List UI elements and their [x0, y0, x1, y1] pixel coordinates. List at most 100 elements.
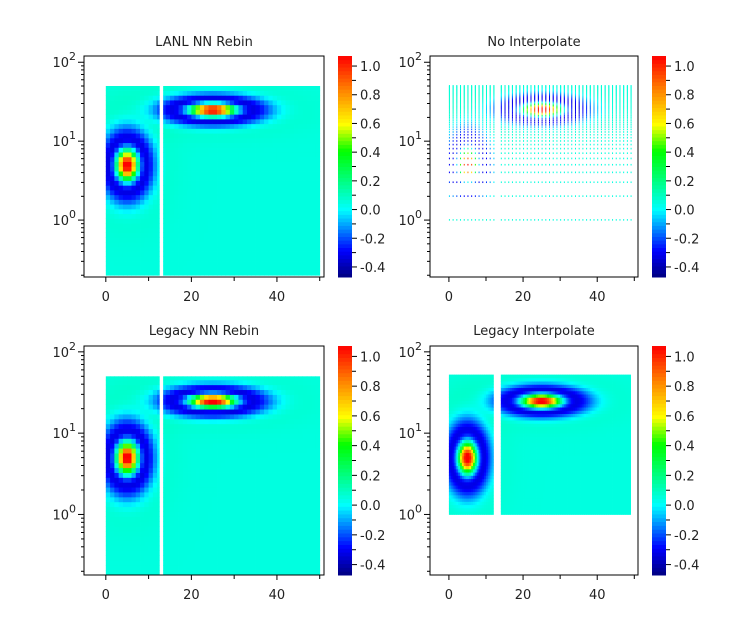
heatmap-cell — [127, 389, 132, 395]
data-point — [471, 163, 473, 166]
data-point — [615, 91, 617, 94]
heatmap-cell — [114, 467, 120, 473]
data-point — [556, 90, 558, 93]
data-point — [604, 121, 606, 124]
heatmap-cell — [289, 256, 295, 262]
heatmap-cell — [212, 251, 218, 257]
data-point — [526, 118, 528, 120]
heatmap-cell — [225, 171, 231, 177]
data-point — [515, 116, 517, 119]
data-point — [467, 100, 469, 102]
heatmap-cell — [118, 123, 124, 129]
heatmap-cell — [131, 482, 137, 488]
heatmap-cell — [144, 128, 149, 134]
data-point — [478, 181, 480, 184]
heatmap-cell — [204, 175, 209, 181]
data-point — [471, 99, 473, 101]
heatmap-cell — [178, 123, 184, 129]
data-point — [604, 96, 606, 98]
heatmap-cell — [294, 95, 299, 101]
heatmap-cell — [118, 492, 124, 498]
data-point — [508, 219, 510, 221]
heatmap-cell — [135, 114, 141, 120]
heatmap-cell — [217, 251, 222, 257]
heatmap-cell — [246, 204, 252, 210]
data-point — [460, 126, 462, 128]
colorbar-segment — [652, 159, 666, 164]
heatmap-cell — [246, 208, 252, 215]
data-point — [612, 136, 614, 139]
data-point — [582, 98, 584, 100]
data-point — [593, 126, 595, 128]
data-point — [489, 113, 491, 115]
data-point — [571, 118, 573, 120]
heatmap-cell — [144, 118, 149, 125]
data-point — [460, 118, 462, 120]
data-point — [563, 100, 565, 102]
heatmap-cell — [157, 147, 160, 153]
heatmap-cell — [251, 232, 256, 238]
heatmap-cell — [294, 218, 299, 224]
data-point — [448, 106, 450, 108]
heatmap-cell — [163, 237, 167, 243]
colorbar-segment — [652, 92, 666, 98]
heatmap-cell — [148, 161, 154, 167]
data-point — [515, 131, 517, 133]
data-point — [478, 163, 480, 166]
heatmap-cell — [246, 137, 252, 144]
heatmap-cell — [178, 194, 184, 200]
data-point — [537, 95, 539, 97]
heatmap-cell — [174, 237, 179, 243]
heatmap-cell — [135, 95, 141, 101]
heatmap-cell — [302, 185, 308, 191]
data-point — [493, 113, 495, 115]
data-point — [460, 171, 462, 174]
heatmap-cell — [105, 433, 111, 439]
heatmap-cell — [229, 256, 235, 262]
data-point — [534, 111, 536, 114]
data-point — [623, 163, 625, 166]
heatmap-cell — [204, 166, 209, 172]
data-point — [519, 140, 521, 142]
heatmap-cell — [157, 237, 160, 243]
heatmap-cell — [195, 270, 201, 276]
heatmap-cell — [182, 199, 188, 205]
data-point — [582, 96, 584, 98]
heatmap-cell — [169, 128, 175, 134]
data-point — [456, 124, 458, 126]
heatmap-cell — [122, 213, 128, 219]
data-point — [474, 100, 476, 102]
data-point — [586, 111, 588, 114]
data-point — [523, 128, 525, 131]
heatmap-cell — [182, 142, 188, 148]
data-point — [523, 103, 525, 106]
heatmap-cell — [225, 156, 231, 162]
heatmap-cell — [268, 246, 274, 252]
data-point — [597, 136, 599, 139]
heatmap-cell — [251, 227, 256, 234]
heatmap-cell — [212, 137, 218, 144]
heatmap-cell — [264, 256, 269, 262]
heatmap-cell — [174, 251, 179, 257]
data-point — [504, 95, 506, 97]
heatmap-cell — [191, 261, 197, 267]
heatmap-cell — [311, 142, 316, 148]
heatmap-cell — [276, 256, 282, 262]
heatmap-cell — [298, 133, 304, 139]
heatmap-cell — [105, 142, 111, 148]
data-point — [530, 136, 532, 139]
data-point — [474, 181, 476, 184]
data-point — [563, 96, 565, 98]
heatmap-cell — [272, 246, 278, 252]
heatmap-cell — [105, 109, 111, 115]
data-point — [526, 104, 528, 107]
data-point — [582, 131, 584, 133]
colorbar-segment — [338, 225, 352, 230]
data-point — [593, 100, 595, 102]
data-point — [578, 133, 580, 136]
data-point — [463, 124, 465, 126]
heatmap-cell — [199, 265, 205, 271]
heatmap-cell — [251, 218, 256, 224]
heatmap-cell — [238, 147, 244, 153]
data-point — [511, 91, 513, 94]
